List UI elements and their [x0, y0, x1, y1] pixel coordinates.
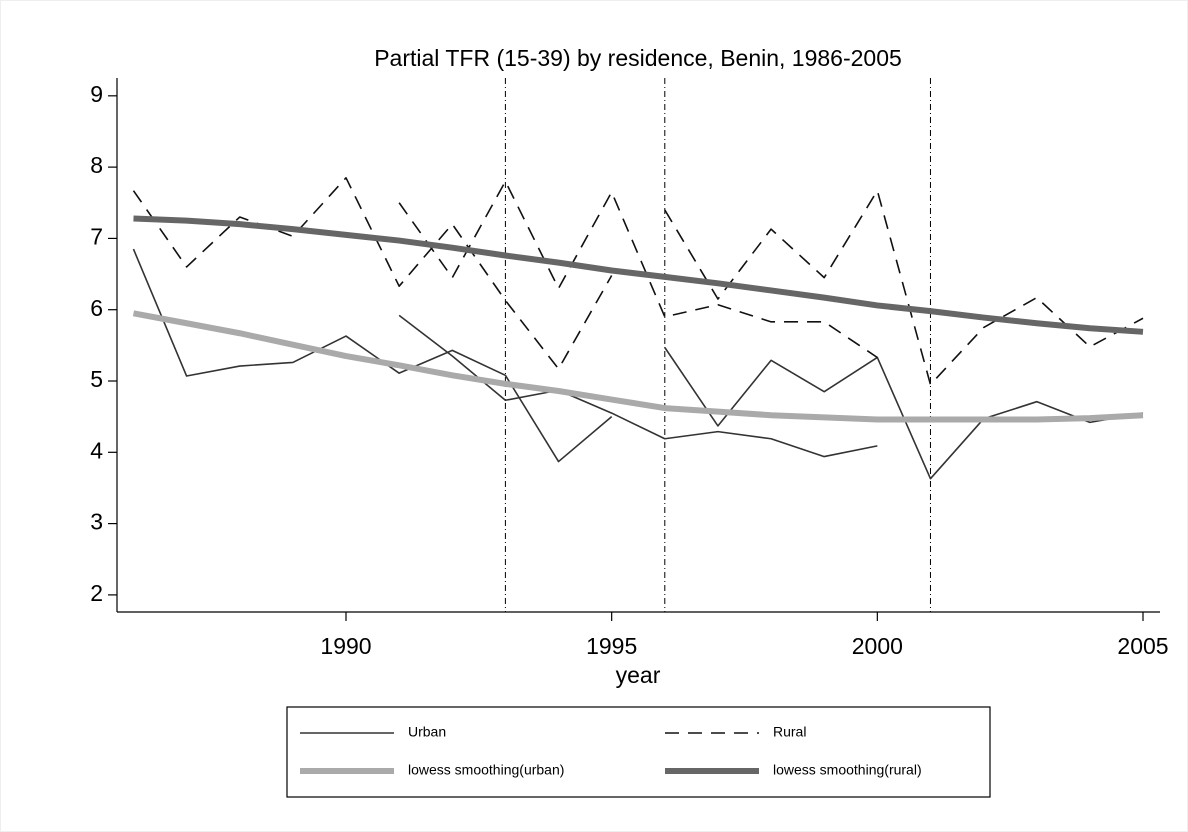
legend-label: Urban	[408, 724, 446, 740]
legend-label: lowess smoothing(rural)	[773, 762, 922, 778]
x-tick-label: 2000	[852, 633, 903, 659]
series-line	[132, 248, 613, 463]
x-tick-label: 2005	[1117, 633, 1168, 659]
series-line	[664, 189, 1144, 386]
y-tick-label: 5	[90, 366, 103, 392]
y-tick-label: 2	[90, 580, 103, 606]
series-line	[133, 215, 1144, 335]
y-tick-label: 7	[90, 223, 103, 249]
x-axis-label: year	[616, 662, 661, 688]
y-tick-label: 9	[90, 81, 103, 107]
series-line	[398, 180, 878, 359]
series-line	[132, 310, 1144, 423]
x-tick-label: 1995	[586, 633, 637, 659]
y-tick-label: 6	[90, 295, 103, 321]
legend-label: lowess smoothing(urban)	[408, 762, 564, 778]
y-tick-label: 3	[90, 509, 103, 535]
y-tick-label: 4	[90, 437, 103, 463]
legend-box	[286, 706, 991, 798]
legend-label: Rural	[773, 724, 806, 740]
y-tick-label: 8	[90, 152, 103, 178]
x-tick-label: 1990	[320, 633, 371, 659]
chart-title: Partial TFR (15-39) by residence, Benin,…	[374, 45, 902, 71]
